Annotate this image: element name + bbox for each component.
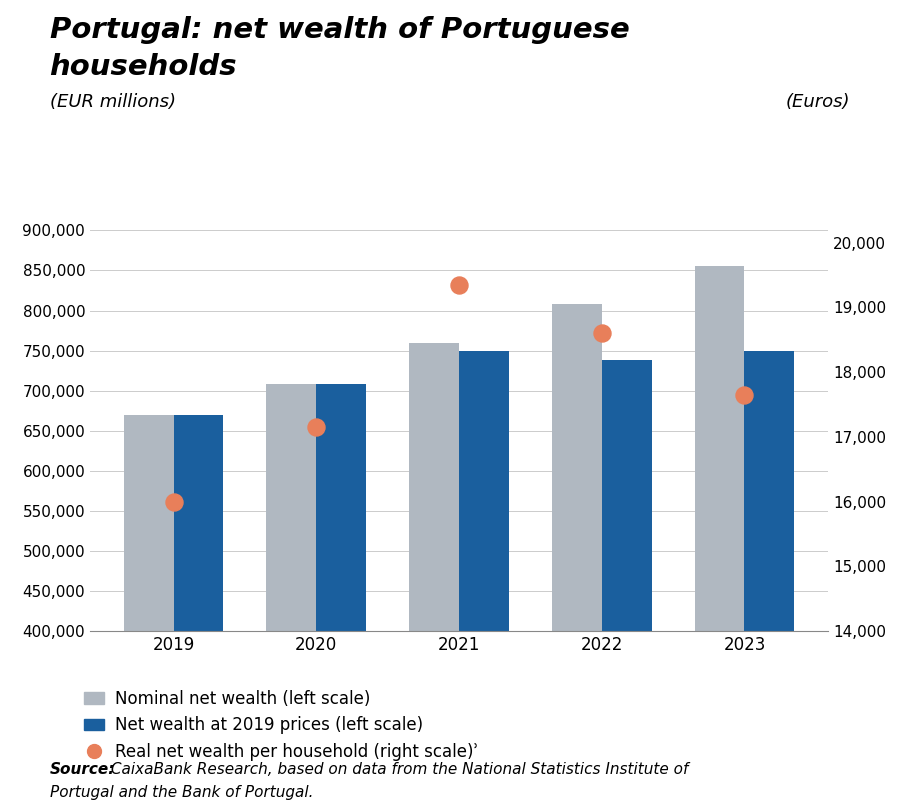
Point [166, 495, 181, 508]
Legend: Nominal net wealth (left scale), Net wealth at 2019 prices (left scale), Real ne: Nominal net wealth (left scale), Net wea… [84, 690, 479, 760]
Point [309, 421, 323, 434]
Bar [316, 384, 366, 809]
Point [452, 278, 466, 291]
Bar [174, 415, 223, 809]
Text: Source:: Source: [50, 762, 115, 777]
Bar [695, 266, 744, 809]
Bar [266, 384, 316, 809]
Text: (EUR millions): (EUR millions) [50, 93, 176, 111]
Point [737, 388, 751, 401]
Bar [602, 360, 652, 809]
Text: Portugal and the Bank of Portugal.: Portugal and the Bank of Portugal. [50, 785, 313, 800]
Bar [744, 350, 795, 809]
Text: Portugal: net wealth of Portuguese: Portugal: net wealth of Portuguese [50, 16, 629, 44]
Bar [552, 304, 602, 809]
Bar [459, 350, 509, 809]
Bar [123, 415, 174, 809]
Bar [409, 342, 459, 809]
Point [595, 327, 609, 340]
Text: households: households [50, 53, 237, 81]
Text: (Euros): (Euros) [786, 93, 850, 111]
Text: CaixaBank Research, based on data from the National Statistics Institute of: CaixaBank Research, based on data from t… [106, 762, 688, 777]
